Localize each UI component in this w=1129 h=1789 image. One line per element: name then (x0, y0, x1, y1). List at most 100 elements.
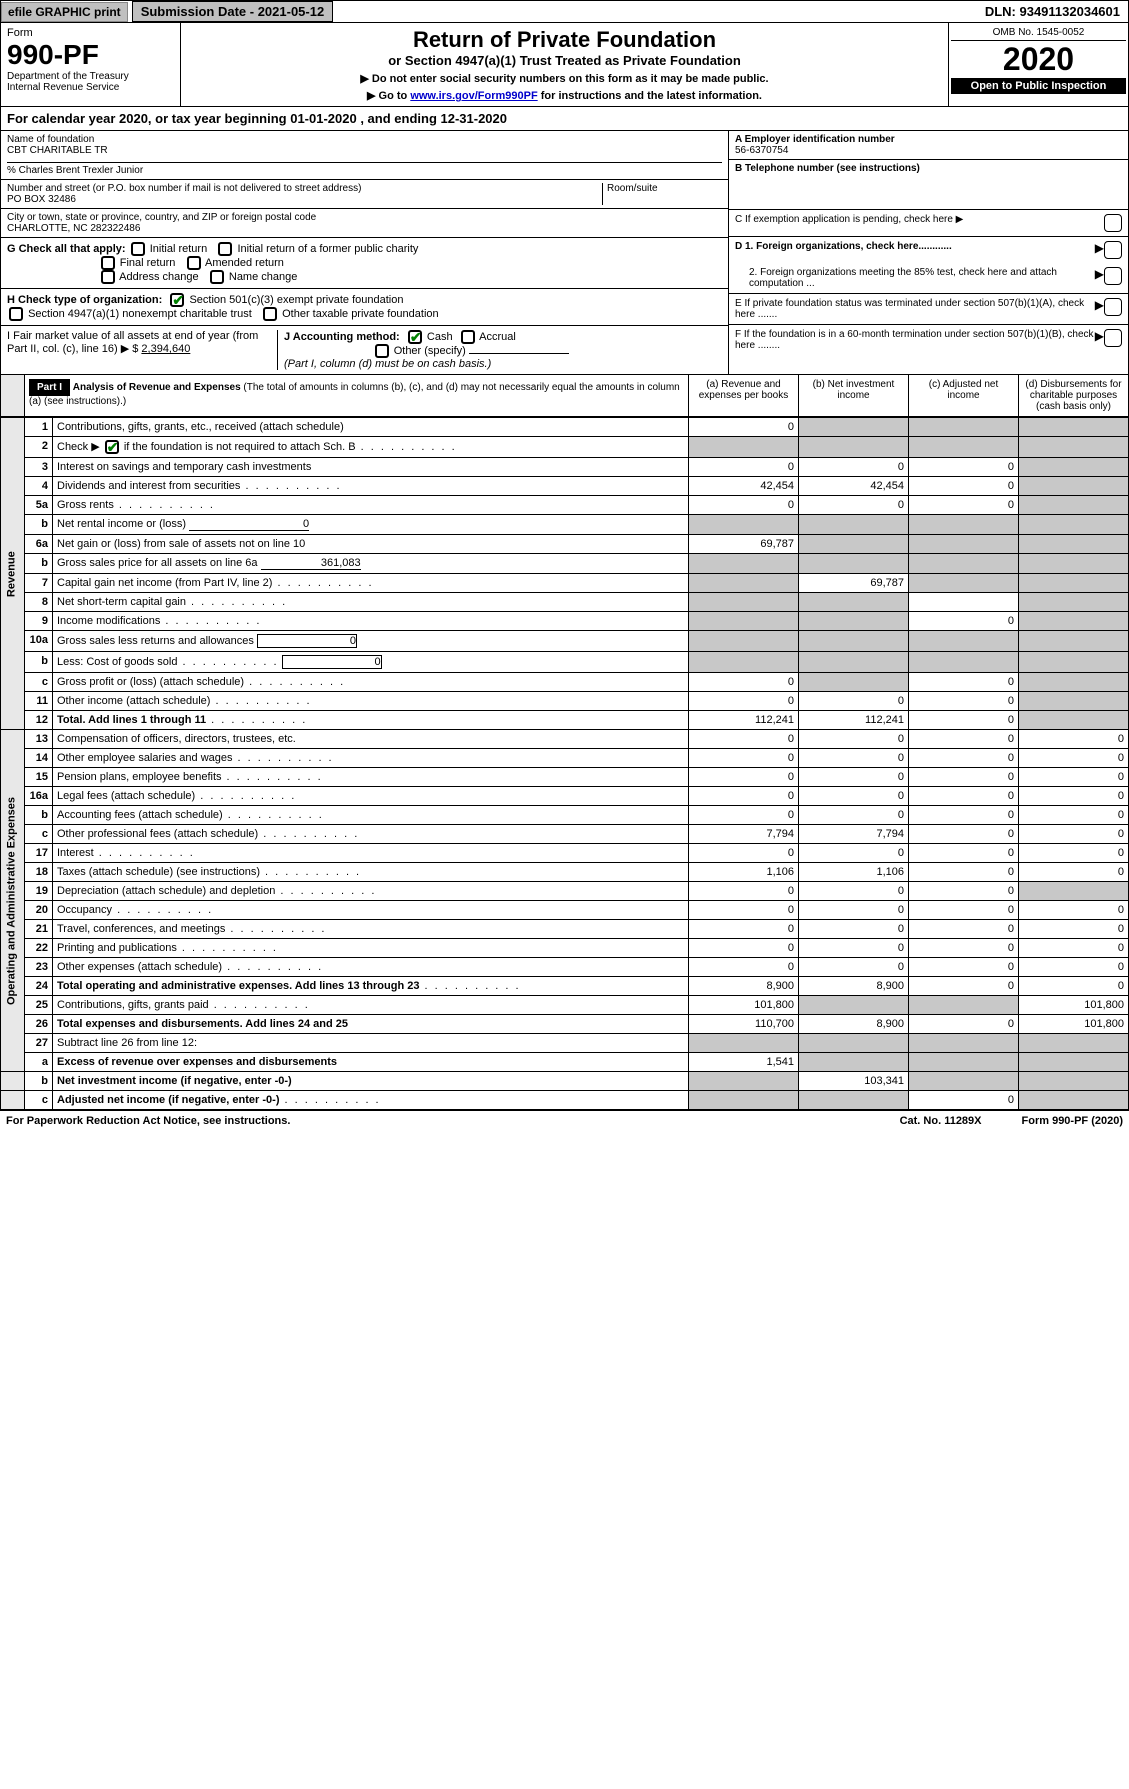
name-change-checkbox[interactable] (210, 270, 224, 284)
amt-a: 0 (689, 418, 799, 437)
c-checkbox[interactable] (1104, 214, 1122, 232)
line-desc: Less: Cost of goods sold (57, 656, 177, 668)
address-value: PO BOX 32486 (7, 194, 602, 205)
line-desc: Excess of revenue over expenses and disb… (57, 1056, 337, 1068)
cat-number: Cat. No. 11289X (900, 1115, 982, 1127)
line-desc: Net rental income or (loss) (57, 518, 186, 530)
f-checkbox[interactable] (1104, 329, 1122, 347)
line-desc: Occupancy (57, 904, 112, 916)
initial-former-checkbox[interactable] (218, 242, 232, 256)
501c3-checkbox[interactable] (170, 293, 184, 307)
amt-c: 0 (909, 939, 1019, 958)
4947a1-checkbox[interactable] (9, 307, 23, 321)
calendar-year-row: For calendar year 2020, or tax year begi… (0, 107, 1129, 131)
amt-d: 0 (1019, 806, 1129, 825)
revenue-section-label: Revenue (1, 418, 25, 730)
amt-b: 0 (799, 806, 909, 825)
foundation-name: CBT CHARITABLE TR (7, 145, 722, 156)
amt-b: 112,241 (799, 711, 909, 730)
amended-return-checkbox[interactable] (187, 256, 201, 270)
amt-c: 0 (909, 958, 1019, 977)
cash-checkbox[interactable] (408, 330, 422, 344)
col-b-header: (b) Net investment income (798, 375, 908, 416)
line-num: 4 (25, 477, 53, 496)
efile-print-button[interactable]: efile GRAPHIC print (1, 2, 128, 22)
line-num: 8 (25, 593, 53, 612)
line-num: c (25, 825, 53, 844)
line-num: 21 (25, 920, 53, 939)
amt-a: 0 (689, 958, 799, 977)
amt-b: 0 (799, 939, 909, 958)
amt-b: 8,900 (799, 977, 909, 996)
line-desc: Depreciation (attach schedule) and deple… (57, 885, 275, 897)
amt-c: 0 (909, 496, 1019, 515)
form-label: Form (7, 27, 174, 39)
line-desc: Total expenses and disbursements. Add li… (57, 1018, 348, 1030)
other-taxable-checkbox[interactable] (263, 307, 277, 321)
line-desc: Contributions, gifts, grants, etc., rece… (53, 418, 689, 437)
amt-a: 1,106 (689, 863, 799, 882)
line-num: b (25, 515, 53, 535)
line-desc: Net investment income (if negative, ente… (57, 1075, 292, 1087)
amt-b: 8,900 (799, 1015, 909, 1034)
amt-c: 0 (909, 806, 1019, 825)
amt-a: 0 (689, 787, 799, 806)
d1-label: D 1. Foreign organizations, check here..… (735, 241, 952, 252)
address-change-checkbox[interactable] (101, 270, 115, 284)
line-num: 1 (25, 418, 53, 437)
address-label: Number and street (or P.O. box number if… (7, 183, 602, 194)
e-label: E If private foundation status was termi… (735, 298, 1095, 320)
line-desc: Gross rents (57, 499, 114, 511)
e-checkbox[interactable] (1104, 298, 1122, 316)
line-desc: Net gain or (loss) from sale of assets n… (53, 535, 689, 554)
amt-d: 0 (1019, 768, 1129, 787)
amt-b: 0 (799, 730, 909, 749)
city-value: CHARLOTTE, NC 282322486 (7, 223, 722, 234)
line-num: 17 (25, 844, 53, 863)
expenses-section-label: Operating and Administrative Expenses (1, 730, 25, 1072)
amt-c: 0 (909, 711, 1019, 730)
amt-b: 0 (799, 882, 909, 901)
other-method-checkbox[interactable] (375, 344, 389, 358)
line-desc: Income modifications (57, 615, 160, 627)
cash-label: Cash (427, 331, 453, 343)
amt-b: 0 (799, 749, 909, 768)
col-a-header: (a) Revenue and expenses per books (688, 375, 798, 416)
submission-date: Submission Date - 2021-05-12 (132, 1, 334, 22)
line-num: c (25, 1091, 53, 1110)
line-desc: Total. Add lines 1 through 11 (57, 714, 206, 726)
amt-c: 0 (909, 863, 1019, 882)
city-label: City or town, state or province, country… (7, 212, 722, 223)
other-taxable-label: Other taxable private foundation (282, 308, 439, 320)
sch-b-checkbox[interactable] (105, 440, 119, 454)
footer: For Paperwork Reduction Act Notice, see … (0, 1110, 1129, 1131)
h-label: H Check type of organization: (7, 294, 162, 306)
line-num: b (25, 806, 53, 825)
initial-return-label: Initial return (150, 243, 207, 255)
amt-d: 0 (1019, 939, 1129, 958)
line-num: 26 (25, 1015, 53, 1034)
final-return-checkbox[interactable] (101, 256, 115, 270)
line-num: 22 (25, 939, 53, 958)
amt-a: 69,787 (689, 535, 799, 554)
amt-a: 0 (689, 920, 799, 939)
i-label: I Fair market value of all assets at end… (7, 330, 258, 355)
line-num: 27 (25, 1034, 53, 1053)
amt-c: 0 (909, 787, 1019, 806)
ein-value: 56-6370754 (735, 145, 788, 156)
d1-checkbox[interactable] (1104, 241, 1122, 259)
amt-a: 112,241 (689, 711, 799, 730)
amt-c: 0 (909, 692, 1019, 711)
line-desc: Compensation of officers, directors, tru… (53, 730, 689, 749)
j-note: (Part I, column (d) must be on cash basi… (284, 358, 491, 370)
omb-number: OMB No. 1545-0052 (951, 25, 1126, 41)
amt-c: 0 (909, 458, 1019, 477)
amt-a: 0 (689, 939, 799, 958)
line-num: b (25, 1072, 53, 1091)
d2-checkbox[interactable] (1104, 267, 1122, 285)
line-desc: Pension plans, employee benefits (57, 771, 222, 783)
initial-return-checkbox[interactable] (131, 242, 145, 256)
irs-link[interactable]: www.irs.gov/Form990PF (410, 90, 537, 102)
accrual-checkbox[interactable] (461, 330, 475, 344)
line-num: 20 (25, 901, 53, 920)
